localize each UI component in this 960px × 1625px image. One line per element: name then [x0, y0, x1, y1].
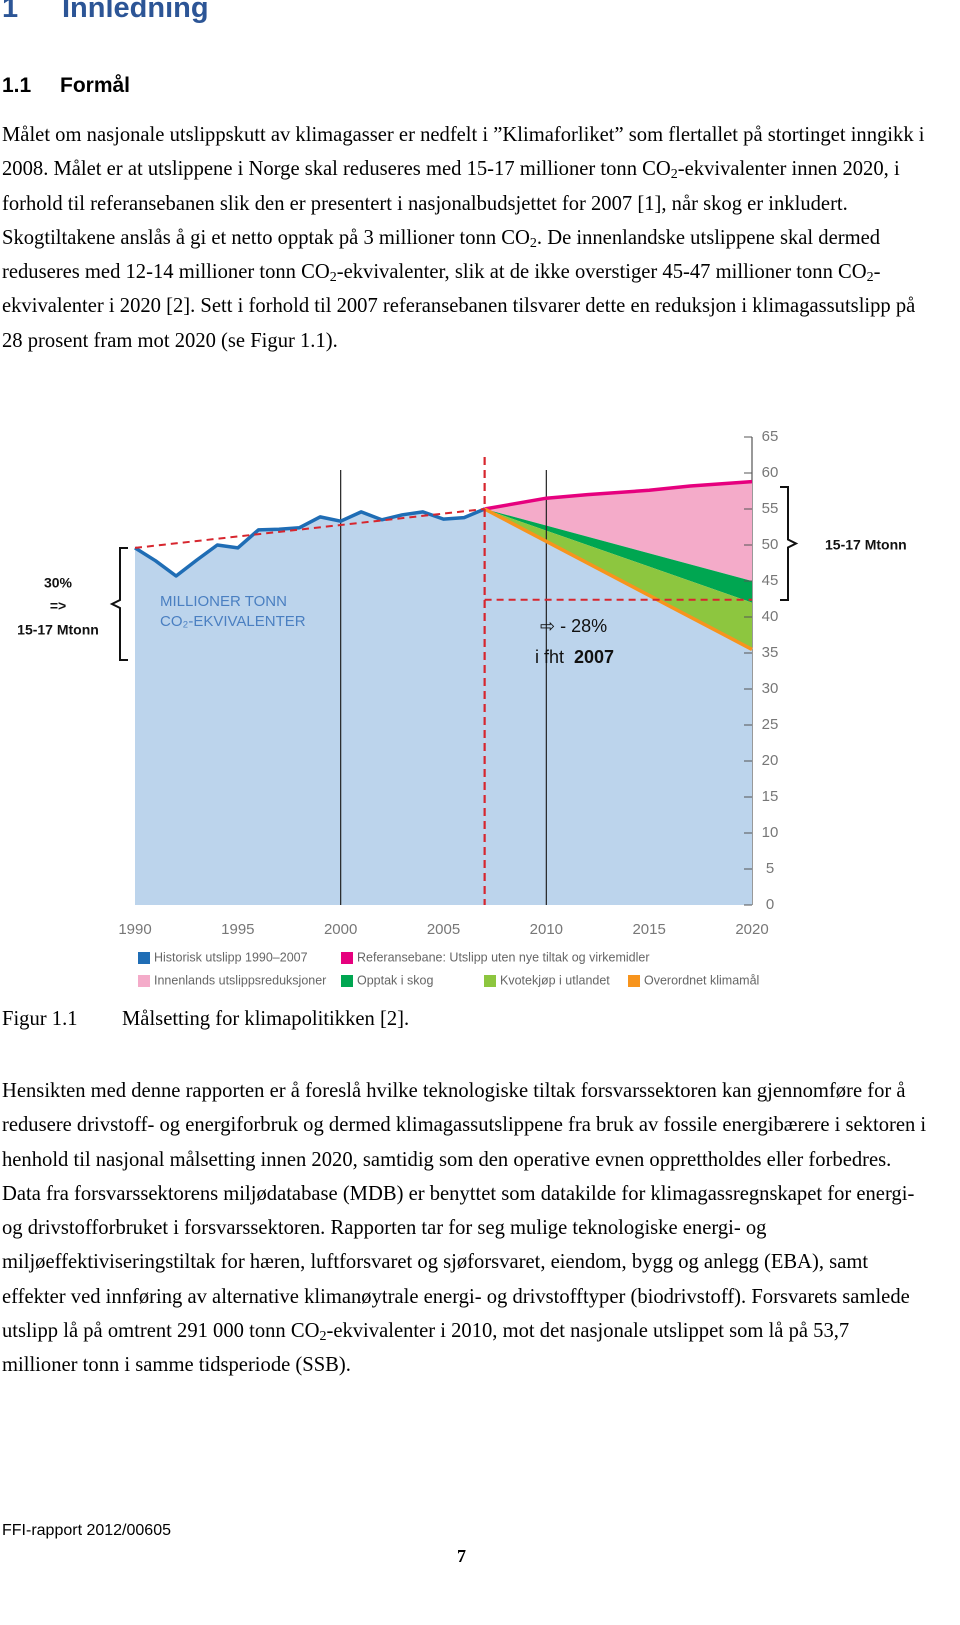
subscript: 2 [319, 1329, 327, 1345]
paragraph: Målet om nasjonale utslippskutt av klima… [2, 118, 927, 358]
annotation: i fht [535, 647, 564, 667]
y-tick-label: 20 [762, 752, 779, 769]
paragraph: Hensikten med denne rapporten er å fores… [2, 1074, 927, 1383]
series-line [483, 507, 753, 651]
trend-line [134, 508, 485, 549]
legend-swatch [138, 975, 150, 987]
annotation: 15-17 Mtonn [17, 622, 99, 638]
subscript: 2 [670, 167, 678, 183]
annotation: CO₂-EKVIVALENTER [160, 613, 306, 630]
legend-label: Overordnet klimamål [644, 973, 759, 987]
x-tick-label: 2005 [427, 921, 460, 938]
x-tick-label: 2000 [324, 921, 357, 938]
y-tick-label: 55 [762, 500, 779, 517]
series-line [134, 507, 486, 578]
annotation: 2007 [574, 647, 614, 667]
x-tick-label: 2015 [632, 921, 665, 938]
y-tick-label: 35 [762, 644, 779, 661]
legend-label: Kvotekjøp i utlandet [500, 973, 610, 987]
y-tick-label: 30 [762, 680, 779, 697]
y-tick-label: 10 [762, 824, 779, 841]
y-tick-label: 5 [766, 860, 774, 877]
band [484, 481, 752, 581]
y-tick-label: 65 [762, 428, 779, 445]
y-tick-label: 50 [762, 536, 779, 553]
subheading-number: 1.1 [2, 74, 32, 97]
subscript: 2 [329, 270, 337, 286]
x-tick-label: 1990 [118, 921, 151, 938]
annotation: MILLIONER TONN [160, 593, 287, 610]
legend-swatch [484, 975, 496, 987]
y-tick-label: 60 [762, 464, 779, 481]
subscript: 2 [529, 235, 537, 251]
heading-number: 1 [2, 0, 19, 24]
area-fill [135, 509, 485, 905]
page-number: 7 [457, 1546, 466, 1566]
annotation: 30% [44, 575, 73, 591]
brace [780, 486, 799, 601]
text-run: Hensikten med denne rapporten er å fores… [2, 1080, 927, 1343]
subheading: 1.1 Formål [2, 74, 130, 98]
legend-swatch [341, 975, 353, 987]
x-tick-label: 2020 [735, 921, 768, 938]
legend-label: Historisk utslipp 1990–2007 [154, 950, 308, 964]
legend-label: Innenlands utslippsreduksjoner [154, 973, 326, 987]
subheading-title: Formål [60, 74, 131, 97]
heading: 1 Innledning [2, 0, 209, 25]
y-tick-label: 0 [766, 896, 774, 913]
text-run: -ekvivalenter innen 2020, i forhold til … [2, 158, 900, 249]
caption-label: Figur 1.1 [2, 1008, 78, 1030]
legend-swatch [341, 952, 353, 964]
text-run: Målet om nasjonale utslippskutt av klima… [2, 124, 925, 181]
caption-text: Målsetting for klimapolitikken [2]. [122, 1008, 410, 1030]
text-run: . De innenlandske utslippene skal dermed… [2, 226, 881, 284]
text-run: -ekvivalenter, slik at de ikke overstige… [336, 261, 867, 284]
text-run: -ekvivalenter i 2010, mot det nasjonale … [2, 1320, 850, 1377]
legend-swatch [628, 975, 640, 987]
y-tick-label: 15 [762, 788, 779, 805]
y-tick-label: 45 [762, 572, 779, 589]
caption: Figur 1.1 Målsetting for klimapolitikken … [2, 1008, 409, 1031]
heading-title: Innledning [62, 0, 209, 24]
annotation: ⇨ - 28% [540, 616, 607, 636]
x-tick-label: 2010 [530, 921, 563, 938]
legend-swatch [138, 952, 150, 964]
annotation: => [50, 598, 66, 614]
text-run: -ekvivalenter i 2020 [2]. Sett i forhold… [2, 261, 916, 352]
annotation: 15-17 Mtonn [825, 537, 907, 553]
subscript: 2 [866, 270, 874, 286]
legend-label: Referansebane: Utslipp uten nye tiltak o… [357, 950, 650, 964]
area-fill [484, 509, 752, 905]
brace [109, 547, 128, 661]
y-tick-label: 25 [762, 716, 779, 733]
series-line [484, 479, 753, 511]
y-tick-label: 40 [762, 608, 779, 625]
x-tick-label: 1995 [221, 921, 254, 938]
legend-label: Opptak i skog [357, 973, 433, 987]
footer-report: FFI-rapport 2012/00605 [2, 1522, 171, 1539]
chart: 0 5 10 15 20 25 30 35 40 45 50 55 60 65 1990 1995 2000 20… [17, 428, 907, 987]
